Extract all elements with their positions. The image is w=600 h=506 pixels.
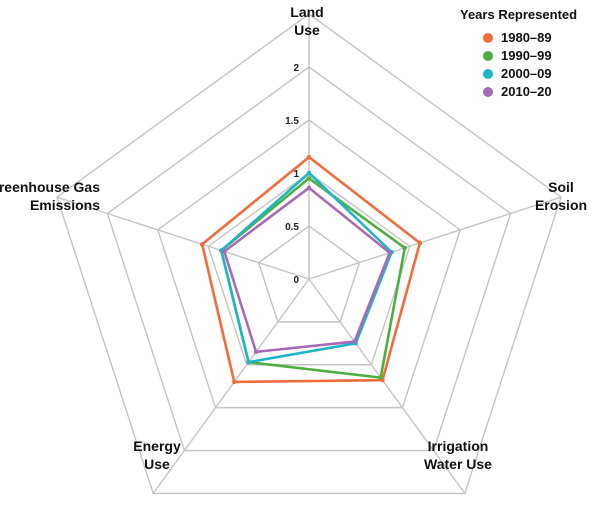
axis-label-land-use: Land Use [290, 4, 323, 38]
tick-label-2: 2 [293, 63, 299, 74]
series-layer [199, 154, 423, 385]
legend-swatch-2010-20 [483, 87, 493, 97]
spoke-greenhouse-gas-emissions [56, 196, 310, 280]
grid-ring-0-5 [257, 225, 361, 323]
axis-label-irrigation-water-use: Irrigation Water Use [424, 438, 492, 472]
data-point-2000-09-energy-use [246, 359, 251, 365]
axis-label-line: Use [144, 456, 170, 472]
data-point-2010-20-irrigation-water-use [352, 339, 357, 344]
axis-label-line: Soil [548, 179, 574, 195]
axis-label-soil-erosion: Soil Erosion [535, 179, 587, 213]
data-point-1980-89-land-use [306, 154, 312, 160]
axis-label-layer: Land Use Soil Erosion Irrigation Water Use Ene… [0, 4, 587, 472]
legend-item-1990-99: 1990–99 [483, 48, 552, 63]
tick-label-1-5: 1.5 [285, 116, 299, 127]
legend: Years Represented 1980–89 1990–99 2000–09 2… [460, 7, 577, 99]
legend-swatch-1990-99 [483, 51, 493, 61]
axis-label-line: Erosion [535, 197, 587, 213]
legend-item-1980-89: 1980–89 [483, 30, 552, 45]
data-point-2010-20-land-use [306, 185, 312, 191]
axis-label-line: Land [290, 4, 323, 20]
legend-swatch-2000-09 [483, 69, 493, 79]
axis-label-greenhouse-gas-emissions: Greenhouse Gas Emissions [0, 179, 100, 213]
tick-label-0: 0 [293, 275, 299, 286]
grid-ring-1-5 [156, 119, 462, 409]
data-point-2010-20-soil-erosion [387, 250, 392, 255]
data-point-1990-99-soil-erosion [402, 245, 407, 251]
data-point-2000-09-land-use [306, 170, 312, 176]
legend-item-2000-09: 2000–09 [483, 66, 552, 81]
data-point-2010-20-energy-use [253, 349, 259, 355]
grid-ring-2-5 [56, 13, 562, 495]
legend-item-2010-20: 2010–20 [483, 84, 552, 99]
data-point-1980-89-greenhouse-gas-emissions [199, 242, 205, 247]
axis-label-line: Water Use [424, 456, 492, 472]
legend-title: Years Represented [460, 7, 577, 22]
data-point-1980-89-soil-erosion [417, 240, 423, 246]
spoke-soil-erosion [308, 196, 562, 280]
legend-label-1980-89: 1980–89 [501, 30, 552, 45]
data-point-2010-20-greenhouse-gas-emissions [222, 249, 227, 254]
axis-label-line: Irrigation [428, 438, 489, 454]
grid-layer [56, 13, 562, 495]
legend-swatch-1980-89 [483, 33, 493, 43]
tick-layer: 0 0.5 1 1.5 2 [285, 63, 299, 286]
axis-label-line: Emissions [30, 197, 100, 213]
data-point-1990-99-irrigation-water-use [378, 375, 383, 380]
axis-label-line: Use [294, 22, 320, 38]
series-line-2000-09 [219, 171, 393, 364]
series-line-2010-20 [223, 186, 391, 354]
spoke-irrigation-water-use [308, 278, 466, 494]
series-line-1980-89 [200, 155, 422, 384]
legend-label-2000-09: 2000–09 [501, 66, 552, 81]
legend-label-2010-20: 2010–20 [501, 84, 552, 99]
data-point-1990-99-land-use [306, 176, 312, 181]
legend-label-1990-99: 1990–99 [501, 48, 552, 63]
tick-label-0-5: 0.5 [285, 222, 299, 233]
axis-label-line: Greenhouse Gas [0, 179, 100, 195]
grid-ring-2 [106, 66, 512, 452]
grid-ring-1 [207, 172, 411, 366]
axis-label-line: Energy [133, 438, 181, 454]
axis-label-energy-use: Energy Use [133, 438, 181, 472]
tick-label-1: 1 [293, 169, 299, 180]
spoke-energy-use [152, 278, 310, 494]
data-point-1980-89-energy-use [232, 379, 237, 385]
